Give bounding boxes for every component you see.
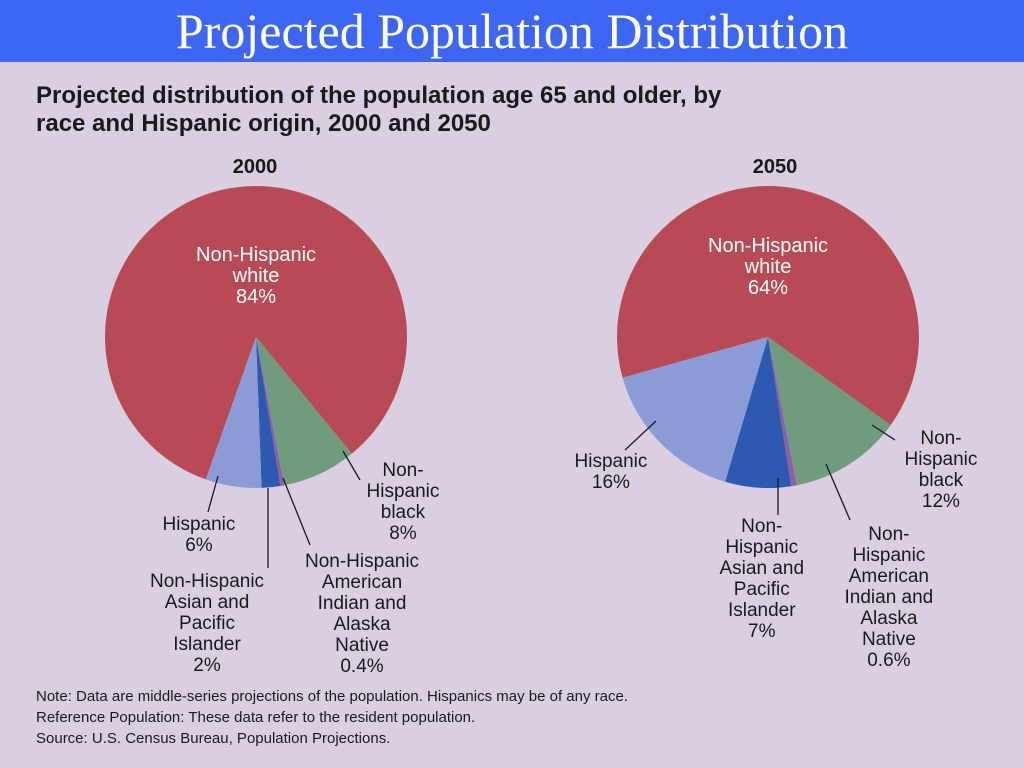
slice-label-line: Native [861,629,916,650]
leader-line [624,420,657,451]
slice-label-line: Hispanic [366,481,440,502]
slice-label-line: Hispanic [574,451,648,472]
slice-label-line: black [380,502,426,523]
slice-label-hispanic: Hispanic 16% [575,451,648,493]
slice-label-line: 0.4% [340,656,384,677]
leader-line [282,477,311,546]
slice-label-line: American [321,572,403,593]
slice-label-line: white [744,256,792,278]
slice-label-line: Pacific [733,579,790,600]
slice-label-line: black [918,470,964,491]
leader-line [207,475,219,513]
slice-label-line: white [232,265,280,287]
slice-label-line: Hispanic [725,537,799,558]
pie-slice-asian [725,337,792,488]
slice-label-asian: Non- Hispanic Asian and Pacific Islander 7% [720,516,805,642]
slice-label-white: Non-Hispanic white 84% [196,245,316,308]
slice-label-line: Non- [920,428,962,449]
slice-label-line: 6% [185,535,213,556]
slice-label-line: Islander [173,634,241,655]
slice-label-line: Indian and [317,593,407,614]
slice-label-line: Non-Hispanic [305,551,420,572]
slice-label-line: Indian and [844,587,934,608]
subtitle-line-2: race and Hispanic origin, 2000 and 2050 [36,110,491,137]
slice-label-line: Hispanic [162,514,236,535]
slice-label-line: 12% [921,491,960,512]
leader-line [825,463,851,521]
slice-label-line: Asian and [719,558,805,579]
slice-label-line: 16% [591,472,630,493]
slice-label-line: Asian and [164,592,250,613]
slice-label-line: 2% [193,655,221,676]
slice-label-line: Non-Hispanic [150,571,265,592]
pie-slice-black [768,337,891,486]
slice-label-line: 8% [389,523,417,544]
slice-label-line: Pacific [179,613,235,634]
pie-slice-black [256,337,352,486]
slice-label-hispanic: Hispanic 6% [163,514,236,556]
slice-label-line: American [848,566,929,587]
slice-label-black: Non- Hispanic black 8% [367,460,440,544]
pie-2050 [617,185,919,488]
slice-label-line: Hispanic [852,545,926,566]
slice-label-line: Non- [741,516,783,537]
slice-label-line: 84% [236,286,277,308]
reference-line: Reference Population: These data refer t… [36,709,476,726]
slice-label-line: Islander [727,600,796,621]
pie-slice-american-indian [768,337,797,487]
slice-label-line: 64% [748,277,789,299]
slide-title: Projected Population Distribution [175,3,849,59]
pie-slice-american-indian [256,337,285,487]
pie-slice-white [617,185,919,426]
slice-label-black: Non- Hispanic black 12% [905,428,978,512]
leader-line [342,450,361,481]
footnotes: Note: Data are middle-series projections… [36,686,628,749]
slice-label-line: 0.6% [867,650,911,671]
pie-title-2000: 2000 [232,156,278,178]
slice-label-line: Alaska [860,608,918,629]
slice-label-line: Non- [868,524,910,545]
slice-label-line: 7% [748,621,776,642]
note-line: Note: Data are middle-series projections… [36,688,628,705]
pie-slice-hispanic [622,337,768,482]
title-banner [0,0,1024,62]
pie-2000 [104,186,407,488]
slice-label-line: Non-Hispanic [196,244,317,266]
subtitle-line-1: Projected distribution of the population… [36,82,722,109]
source-line: Source: U.S. Census Bureau, Population P… [36,730,391,747]
pie-slice-white [104,186,407,480]
pie-title-2050: 2050 [752,156,798,178]
slice-label-line: Native [335,635,389,656]
slice-label-line: Hispanic [904,449,978,470]
slice-label-line: Non- [382,460,424,481]
slice-label-white: Non-Hispanic white 64% [708,236,828,299]
slice-label-line: Alaska [333,614,391,635]
leader-line [871,424,896,441]
pie-slice-asian [256,337,281,488]
leader-lines [207,420,896,568]
slice-label-asian: Non-Hispanic Asian and Pacific Islander 2% [150,571,264,676]
slice-label-line: Non-Hispanic [708,235,829,257]
pie-slice-hispanic [205,337,262,488]
chart-subtitle: Projected distribution of the population… [36,82,996,138]
